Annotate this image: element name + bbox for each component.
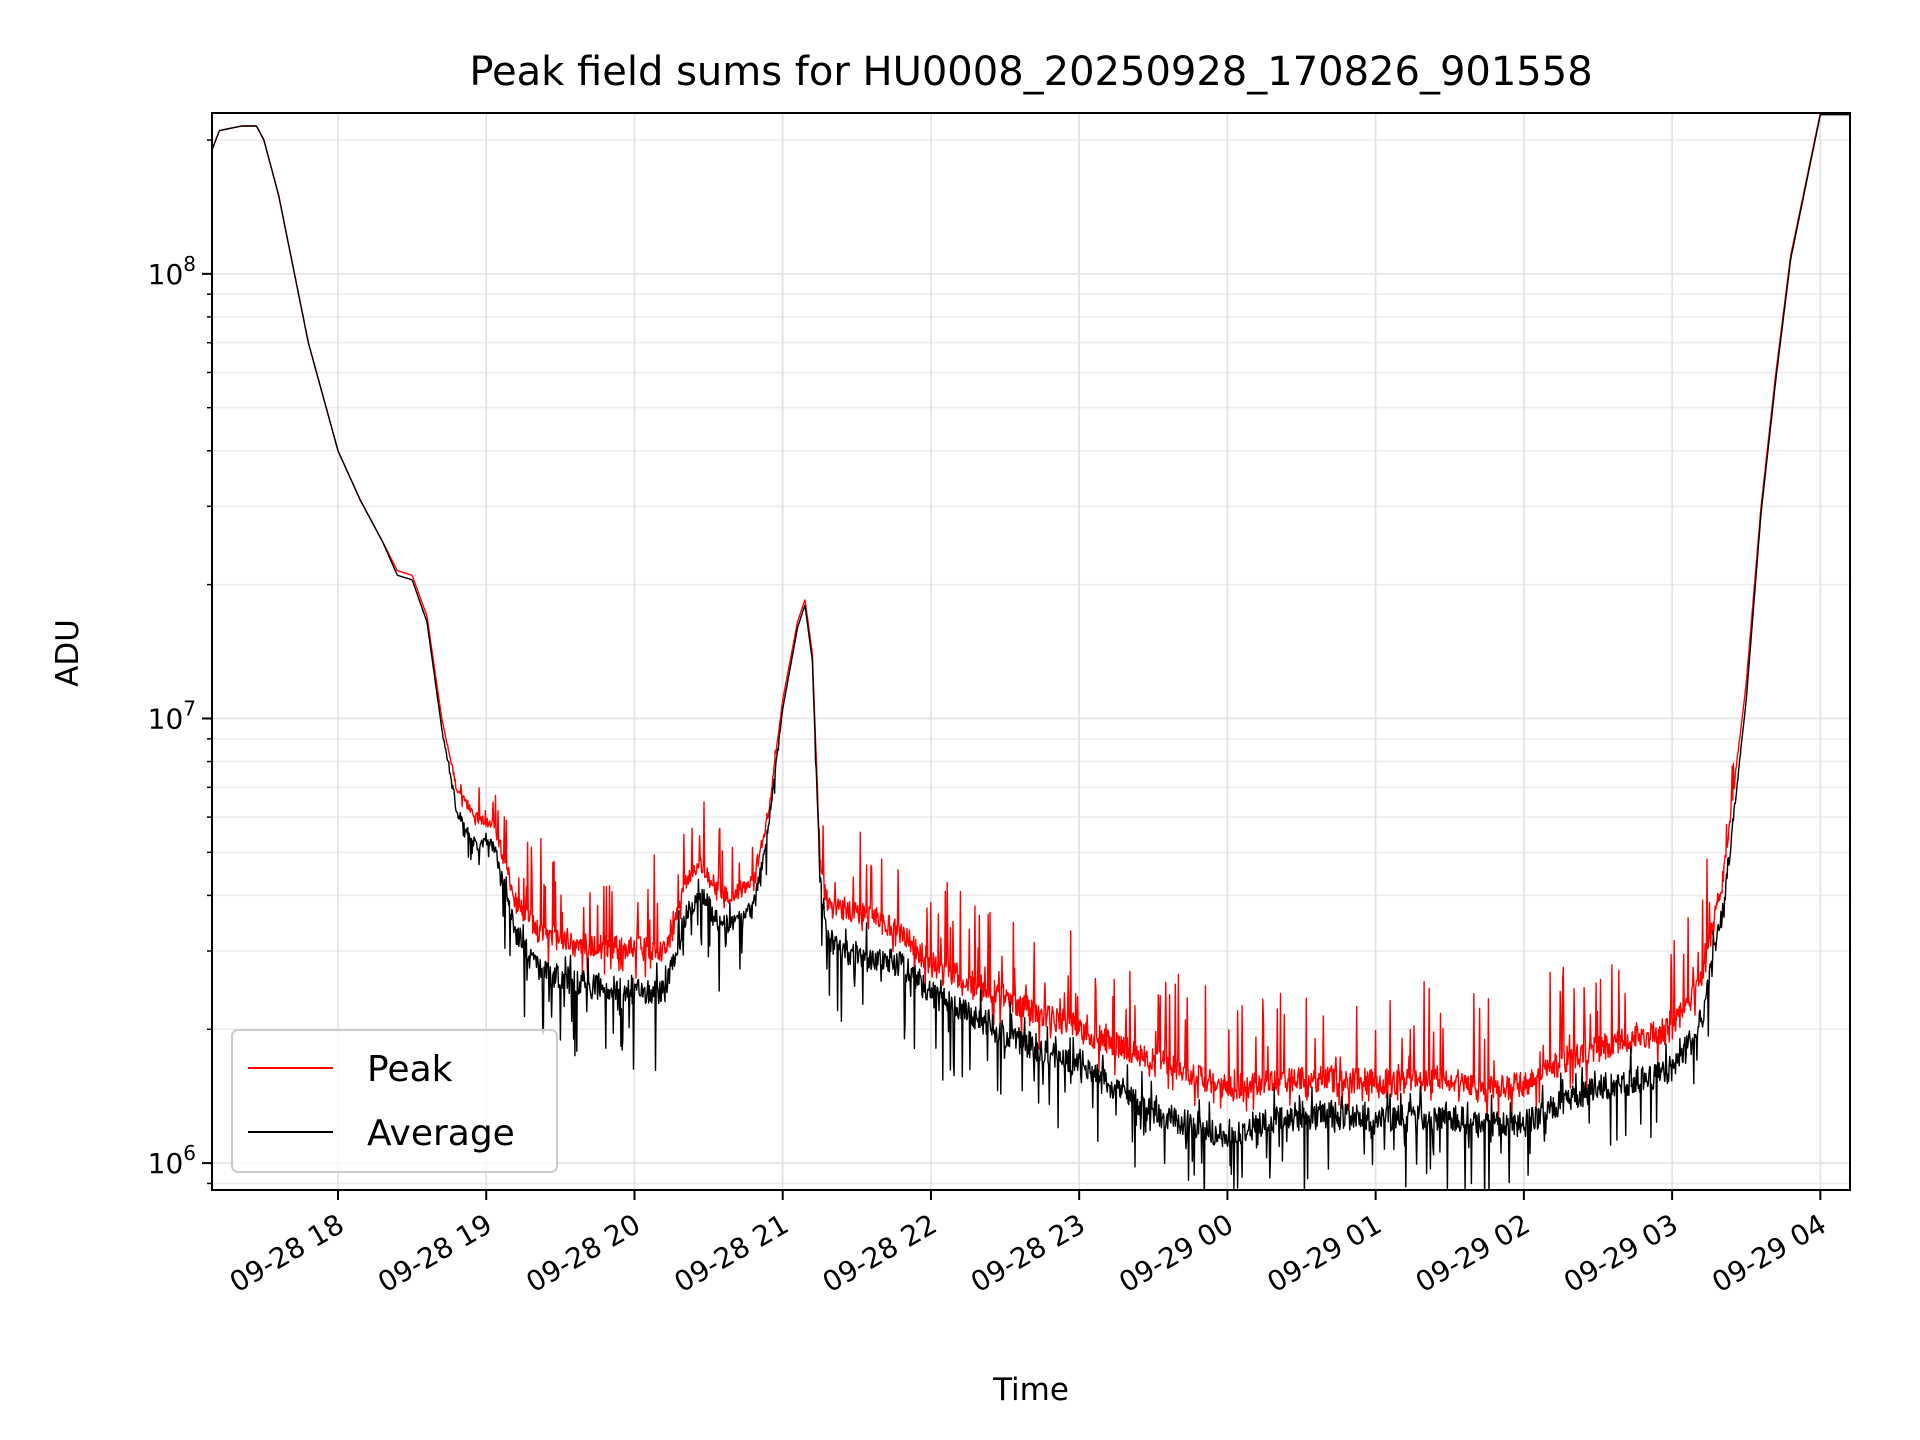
y-tick-exponent: 6	[183, 1141, 196, 1165]
chart-title: Peak field sums for HU0008_20250928_1708…	[469, 49, 1592, 95]
y-tick-base: 10	[148, 258, 184, 291]
series-line-peak	[212, 113, 1850, 1124]
y-tick-label: 107	[148, 696, 196, 735]
series-line-average	[212, 114, 1850, 1190]
y-tick-base: 10	[148, 702, 184, 735]
plot-frame	[211, 112, 1851, 1191]
y-tick-label: 106	[148, 1141, 196, 1180]
y-axis-label: ADU	[50, 619, 86, 687]
y-tick-label: 108	[148, 252, 196, 291]
legend-label-peak: Peak	[367, 1049, 453, 1090]
major-gridlines	[212, 113, 1850, 1190]
series-layer	[212, 113, 1850, 1190]
legend: Peak Average	[231, 1029, 558, 1173]
legend-label-average: Average	[367, 1113, 515, 1154]
legend-frame	[231, 1029, 558, 1173]
y-tick-base: 10	[148, 1147, 184, 1180]
y-tick-exponent: 8	[183, 252, 196, 276]
y-tick-exponent: 7	[183, 696, 196, 720]
x-axis-label: Time	[992, 1372, 1069, 1408]
